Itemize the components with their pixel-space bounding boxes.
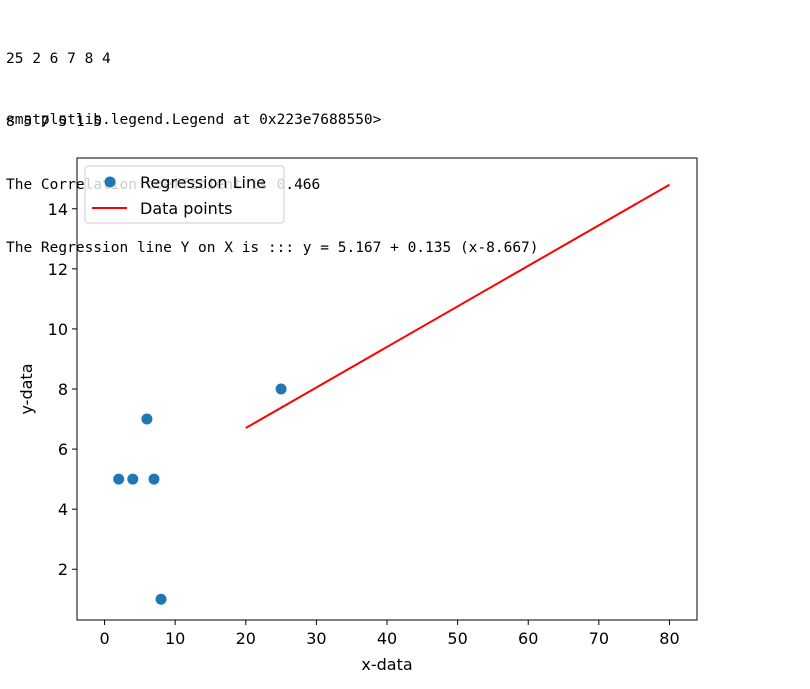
plot-marks: [113, 183, 670, 605]
y-tick-label: 8: [58, 380, 68, 399]
legend-box: [84, 165, 285, 224]
legend-label-line: Data points: [140, 199, 232, 218]
x-tick-label: 70: [589, 629, 609, 648]
y-tick-label: 12: [48, 260, 68, 279]
output-line-y-values: 8 5 7 5 1 5: [6, 114, 103, 130]
y-tick-label: 6: [58, 440, 68, 459]
x-tick-label: 40: [377, 629, 397, 648]
x-tick-label: 80: [659, 629, 679, 648]
legend-repr-text: <matplotlib.legend.Legend at 0x223e76885…: [6, 112, 382, 128]
data-point: [127, 473, 139, 485]
y-tick-label: 10: [48, 320, 68, 339]
data-point: [141, 413, 153, 425]
data-point: [148, 473, 160, 485]
x-axis-label: x-data: [361, 655, 412, 674]
y-axis-label: y-data: [17, 364, 36, 415]
x-axis-ticks: 0 10 20 30 40 50 60 70 80: [99, 620, 680, 648]
x-tick-label: 30: [306, 629, 326, 648]
x-tick-label: 10: [165, 629, 185, 648]
y-tick-label: 14: [48, 200, 68, 219]
legend: Regression Line Data points: [84, 165, 285, 224]
data-point: [113, 473, 125, 485]
regression-line: [245, 183, 670, 429]
plot-frame: [76, 157, 698, 621]
x-tick-label: 20: [236, 629, 256, 648]
output-line-regression: The Regression line Y on X is ::: y = 5.…: [6, 240, 539, 256]
x-tick-label: 0: [99, 629, 109, 648]
legend-label-scatter: Regression Line: [140, 173, 266, 192]
data-point: [155, 593, 167, 605]
y-axis-ticks: 2 4 6 8 10 12 14: [48, 200, 77, 579]
x-tick-label: 50: [447, 629, 467, 648]
legend-marker-scatter: [104, 176, 116, 188]
output-line-x-values: 25 2 6 7 8 4: [6, 51, 111, 67]
y-tick-label: 4: [58, 500, 68, 519]
y-tick-label: 2: [58, 560, 68, 579]
data-point: [275, 383, 287, 395]
x-tick-label: 60: [518, 629, 538, 648]
